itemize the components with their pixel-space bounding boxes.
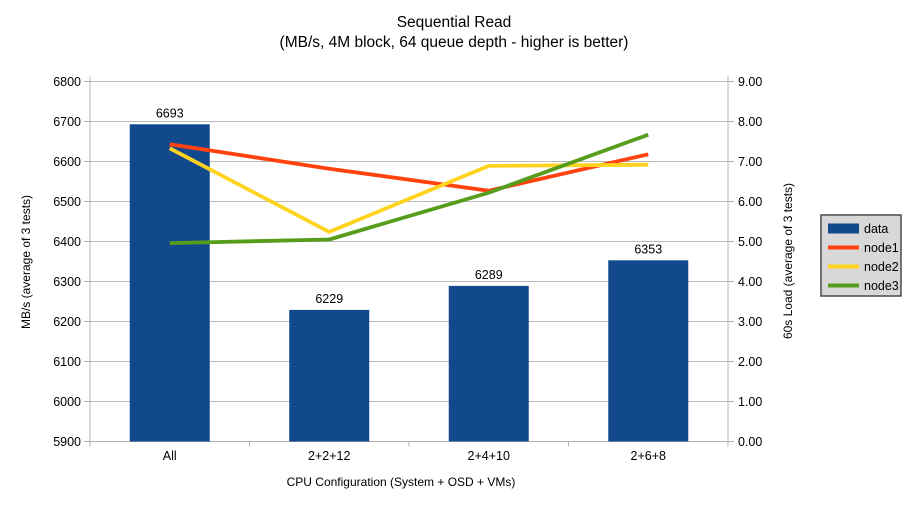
bar-2+4+10 xyxy=(448,285,529,442)
bar-2+6+8 xyxy=(608,260,689,442)
y-axis-right-tick-label: 2.00 xyxy=(738,355,762,369)
y-axis-left-tick-label: 6000 xyxy=(53,395,81,409)
y-axis-right-title: 60s Load (average of 3 tests) xyxy=(781,183,795,339)
legend-label-node3: node3 xyxy=(864,279,899,293)
y-axis-right-tick-label: 1.00 xyxy=(738,395,762,409)
bar-value-label: 6693 xyxy=(156,106,184,120)
y-axis-right-tick-label: 7.00 xyxy=(738,155,762,169)
chart-title-line1: Sequential Read xyxy=(397,14,512,31)
chart-title-line2: (MB/s, 4M block, 64 queue depth - higher… xyxy=(280,34,629,51)
y-axis-left-tick-label: 6400 xyxy=(53,235,81,249)
x-category-label: 2+6+8 xyxy=(631,449,667,463)
bar-2+2+12 xyxy=(289,309,370,442)
bar-value-label: 6289 xyxy=(475,268,503,282)
legend: data node1 node2 node3 xyxy=(820,214,902,297)
y-axis-left-tick-label: 6800 xyxy=(53,75,81,89)
y-axis-right-tick-label: 4.00 xyxy=(738,275,762,289)
x-category-label: All xyxy=(163,449,177,463)
y-axis-right-tick-label: 8.00 xyxy=(738,115,762,129)
y-axis-left-tick-label: 6700 xyxy=(53,115,81,129)
line-series-node3 xyxy=(169,132,649,245)
y-axis-left-tick-label: 6600 xyxy=(53,155,81,169)
legend-label-node1: node1 xyxy=(864,241,899,255)
y-axis-right-tick-label: 5.00 xyxy=(738,235,762,249)
y-axis-left-tick-label: 6300 xyxy=(53,275,81,289)
y-axis-left-tick-label: 5900 xyxy=(53,435,81,449)
bar-value-label: 6229 xyxy=(315,292,343,306)
line-series-node1 xyxy=(169,142,649,193)
bar-value-label: 6353 xyxy=(634,242,662,256)
legend-swatch-data xyxy=(828,223,859,234)
legend-label-data: data xyxy=(864,222,888,236)
y-axis-right-tick-label: 6.00 xyxy=(738,195,762,209)
y-axis-left-tick-label: 6200 xyxy=(53,315,81,329)
y-axis-left-title: MB/s (average of 3 tests) xyxy=(19,195,33,329)
y-axis-right-tick-label: 9.00 xyxy=(738,75,762,89)
legend-label-node2: node2 xyxy=(864,260,899,274)
bar-All xyxy=(129,124,210,442)
y-axis-right-tick-label: 0.00 xyxy=(738,435,762,449)
plot-area: 5900 0.00 6000 1.00 6100 2.00 6200 3.00 6300 4.00… xyxy=(53,75,762,463)
x-category-label: 2+4+10 xyxy=(468,449,510,463)
y-axis-left-tick-label: 6100 xyxy=(53,355,81,369)
x-axis-title: CPU Configuration (System + OSD + VMs) xyxy=(287,475,516,489)
y-axis-left-tick-label: 6500 xyxy=(53,195,81,209)
y-axis-right-tick-label: 3.00 xyxy=(738,315,762,329)
x-category-label: 2+2+12 xyxy=(308,449,350,463)
